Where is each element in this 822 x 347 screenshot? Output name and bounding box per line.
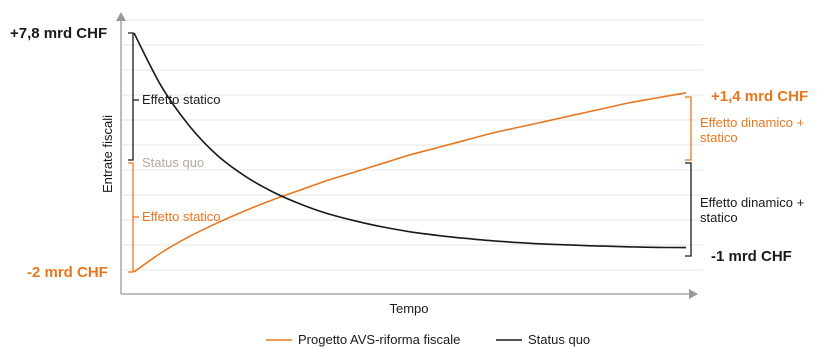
annotation-effetto-dinamico-black-line2: statico: [700, 210, 738, 225]
series-line-1: [133, 32, 687, 249]
bracket-effetto-dinamico-black: [685, 162, 692, 257]
label-left-top: +7,8 mrd CHF: [10, 25, 107, 42]
y-axis-arrow: [116, 12, 126, 21]
label-left-bottom: -2 mrd CHF: [27, 264, 108, 281]
series-line-0: [133, 92, 687, 273]
bracket-effetto-dinamico-orange: [685, 96, 692, 161]
bracket-effetto-statico-bottom: [128, 162, 134, 273]
legend: Progetto AVS-riforma fiscale Status quo: [266, 332, 590, 347]
gridlines: [122, 19, 703, 271]
annotation-effetto-dinamico-orange-line2: statico: [700, 130, 738, 145]
annotation-status-quo: Status quo: [142, 155, 204, 170]
label-right-top: +1,4 mrd CHF: [711, 88, 808, 105]
legend-label-avs: Progetto AVS-riforma fiscale: [298, 332, 460, 347]
annotation-effetto-statico-bottom: Effetto statico: [142, 209, 221, 224]
y-axis-label: Entrate fiscali: [100, 115, 115, 193]
legend-label-status-quo: Status quo: [528, 332, 590, 347]
label-right-bottom: -1 mrd CHF: [711, 248, 792, 265]
bracket-effetto-statico-top: [128, 32, 134, 161]
x-axis-label: Tempo: [389, 301, 428, 316]
annotation-effetto-dinamico-black-line1: Effetto dinamico +: [700, 195, 804, 210]
x-axis-arrow: [689, 289, 698, 299]
annotation-effetto-statico-top: Effetto statico: [142, 92, 221, 107]
annotation-effetto-dinamico-orange-line1: Effetto dinamico +: [700, 115, 804, 130]
